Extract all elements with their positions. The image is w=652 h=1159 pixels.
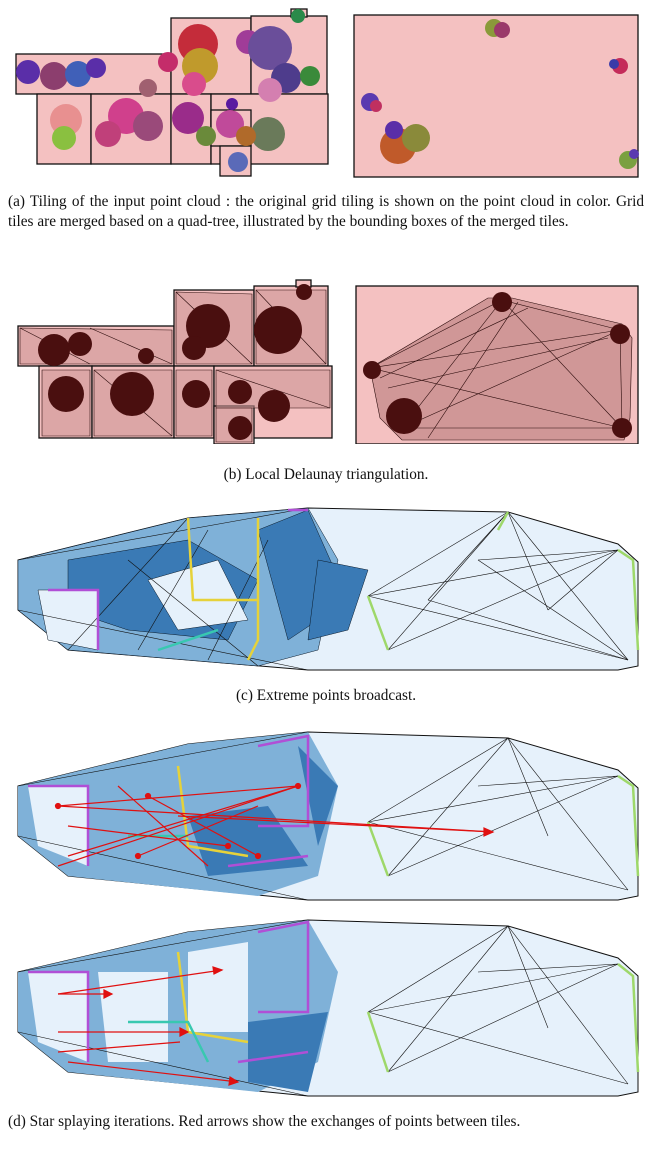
caption-c: (c) Extreme points broadcast. <box>235 687 417 704</box>
panel-d1-exchange-arrows <box>54 782 495 867</box>
panel-c-figure <box>17 507 640 671</box>
panel-d1-mesh <box>17 731 629 901</box>
panel-d2-mesh <box>17 919 629 1097</box>
panel-d1-tile-boundaries <box>28 734 640 877</box>
panel-c-mesh <box>17 507 629 671</box>
panel-c-extreme-points <box>8 500 648 672</box>
panel-d2-blue-regions <box>18 920 338 1092</box>
panel-a-right-clusters <box>361 19 639 169</box>
caption-a: (a) Tiling of the input point cloud : th… <box>8 193 644 230</box>
panel-a-figure <box>15 8 639 178</box>
panel-d-figure-1 <box>17 731 640 901</box>
panel-d-star-splaying-2 <box>8 912 648 1100</box>
panel-c-tile-boundaries <box>48 508 640 661</box>
panel-d-figure-2 <box>17 919 640 1097</box>
panel-b-delaunay <box>8 278 648 444</box>
panel-b-left-clusters <box>38 284 312 440</box>
panel-d2-exchange-arrows <box>57 966 240 1086</box>
caption-d: (d) Star splaying iterations. Red arrows… <box>8 1113 521 1130</box>
panel-b-figure <box>17 279 639 444</box>
panel-a-tiling <box>8 6 648 178</box>
panel-b-right-clusters <box>363 292 632 438</box>
panel-d-star-splaying-1 <box>8 726 648 902</box>
panel-a-left-clusters <box>16 9 320 172</box>
panel-b-right-triangulation <box>369 297 633 441</box>
caption-b: (b) Local Delaunay triangulation. <box>223 466 429 483</box>
